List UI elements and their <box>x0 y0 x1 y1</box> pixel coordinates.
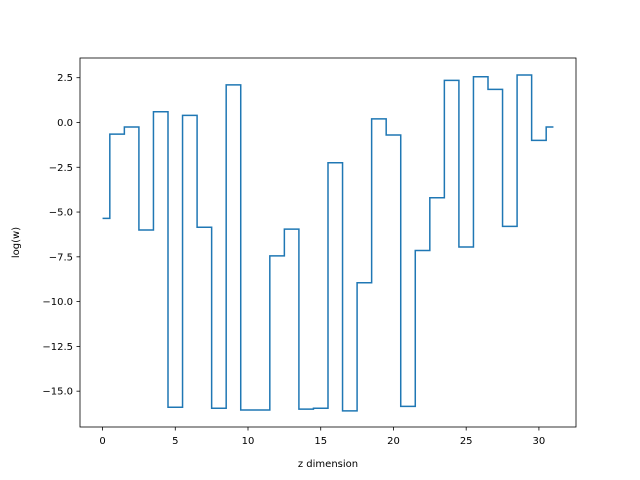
y-axis-label: log(w) <box>11 227 22 258</box>
y-tick-label: −7.5 <box>49 252 73 263</box>
x-tick-label: 30 <box>533 436 546 447</box>
y-tick-label: −10.0 <box>42 297 73 308</box>
plot-area <box>102 74 554 412</box>
y-tick-label: −5.0 <box>49 208 73 219</box>
x-tick-label: 25 <box>460 436 473 447</box>
series-line-0 <box>102 74 554 412</box>
x-tick-label: 5 <box>172 436 178 447</box>
y-tick-label: 0.0 <box>57 118 73 129</box>
x-axis-ticks: 0 5 10 15 20 25 30 <box>99 427 545 447</box>
x-tick-label: 20 <box>387 436 400 447</box>
x-axis-label: z dimension <box>298 459 358 470</box>
y-tick-label: −12.5 <box>42 342 73 353</box>
plot-frame <box>79 57 577 428</box>
y-axis-ticks: 2.5 0.0 −2.5 −5.0 −7.5 −10.0 −12.5 −15.0 <box>42 73 80 398</box>
y-tick-label: −2.5 <box>49 163 73 174</box>
y-tick-label: −15.0 <box>42 387 73 398</box>
y-tick-label: 2.5 <box>57 73 73 84</box>
x-tick-label: 0 <box>99 436 105 447</box>
x-tick-label: 10 <box>242 436 255 447</box>
x-tick-label: 15 <box>314 436 327 447</box>
